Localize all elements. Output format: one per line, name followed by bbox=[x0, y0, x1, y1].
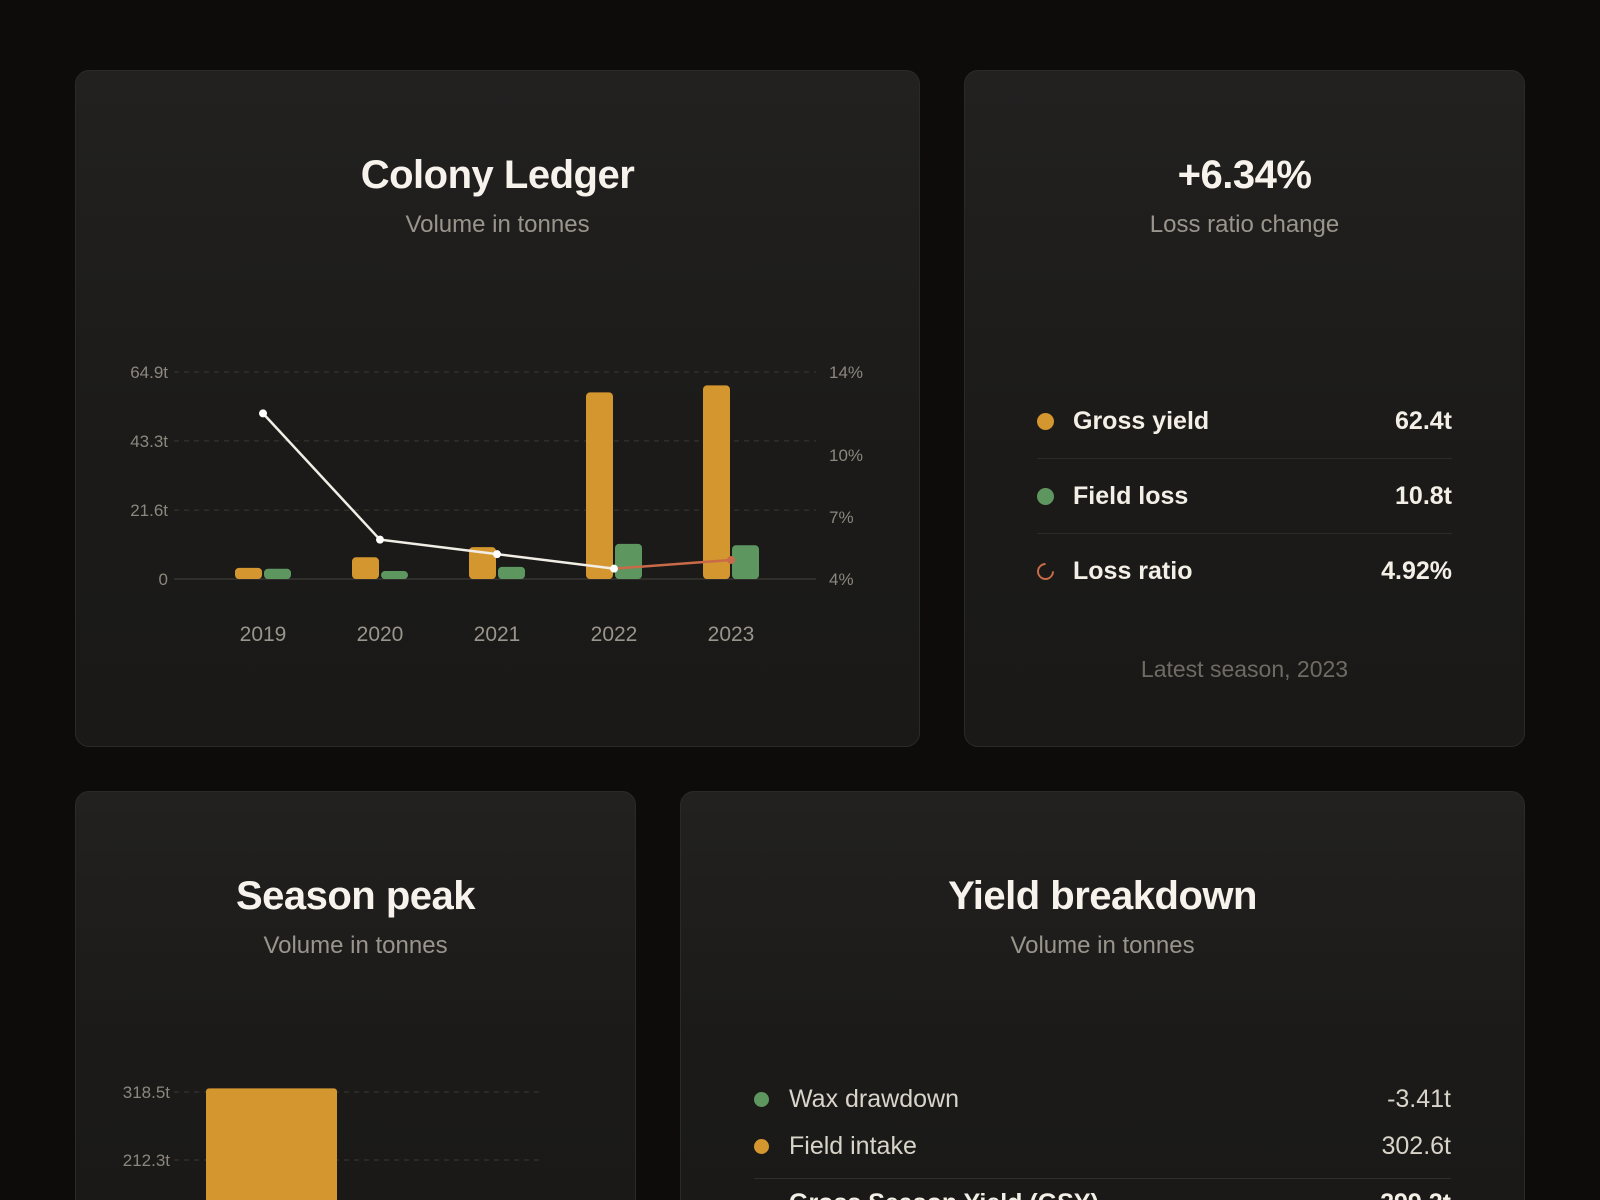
bar-field-loss bbox=[732, 545, 759, 579]
loss-ratio-point bbox=[493, 550, 501, 559]
bar-gross-yield bbox=[235, 567, 262, 579]
loss-ratio-latest-segment bbox=[613, 558, 732, 570]
right-tick-label: 4% bbox=[829, 570, 854, 589]
bar-gross-yield bbox=[352, 557, 379, 579]
bar-season-peak bbox=[206, 1088, 337, 1200]
left-tick-label: 43.3t bbox=[130, 432, 168, 451]
season-peak-card: Season peak Volume in tonnes 212.3t 318.5… bbox=[75, 791, 636, 1200]
left-tick-label: 21.6t bbox=[130, 501, 168, 520]
legend-value: 62.4t bbox=[1395, 406, 1452, 435]
bar-field-loss bbox=[615, 543, 642, 579]
left-tick-label: 0 bbox=[159, 570, 168, 589]
legend-value: 10.8t bbox=[1395, 481, 1452, 510]
yield-breakdown-card: Yield breakdown Volume in tonnes Wax dra… bbox=[680, 791, 1525, 1200]
loss-ratio-point bbox=[376, 535, 384, 544]
right-tick-label: 14% bbox=[829, 363, 863, 382]
ratio-subtitle: Loss ratio change bbox=[1149, 211, 1340, 238]
x-tick-label: 2021 bbox=[474, 623, 521, 646]
breakdown-title: Yield breakdown bbox=[948, 874, 1257, 918]
breakdown-value: 299.2t bbox=[1380, 1189, 1451, 1200]
loss-ratio-card: +6.34% Loss ratio change Gross yield 62.… bbox=[964, 70, 1525, 747]
gold-dot-icon bbox=[754, 1139, 769, 1154]
peak-subtitle: Volume in tonnes bbox=[263, 932, 448, 959]
bar-gross-yield bbox=[469, 547, 496, 579]
loss-ratio-line bbox=[262, 412, 615, 570]
peak-title: Season peak bbox=[235, 874, 476, 918]
loss-ratio-point bbox=[259, 409, 267, 418]
x-tick-label: 2020 bbox=[357, 623, 404, 646]
breakdown-label: Wax drawdown bbox=[789, 1085, 959, 1113]
bar-gross-yield bbox=[586, 392, 613, 579]
ledger-title: Colony Ledger bbox=[360, 153, 635, 197]
breakdown-value: 302.6t bbox=[1381, 1132, 1451, 1160]
ratio-footnote: Latest season, 2023 bbox=[1140, 656, 1349, 682]
green-dot-icon bbox=[1037, 487, 1054, 505]
ratio-headline: +6.34% bbox=[1177, 153, 1312, 197]
breakdown-value: -3.41t bbox=[1387, 1085, 1451, 1113]
breakdown-divider bbox=[754, 1178, 1451, 1179]
ledger-subtitle: Volume in tonnes bbox=[405, 211, 590, 238]
breakdown-label: Field intake bbox=[789, 1132, 917, 1160]
legend-label: Gross yield bbox=[1073, 406, 1210, 435]
colony-ledger-chart: 0 21.6t 43.3t 64.9t 4% 7% 10% 14% 2019 2020 2021 20… bbox=[130, 363, 863, 646]
legend-label: Loss ratio bbox=[1073, 557, 1193, 585]
bar-field-loss bbox=[381, 571, 408, 579]
breakdown-row-total: Gross Season Yield (GSY) 299.2t bbox=[754, 1180, 1451, 1200]
right-tick-label: 10% bbox=[829, 446, 863, 465]
colony-ledger-card: Colony Ledger Volume in tonnes 0 21.6t 43.… bbox=[75, 70, 920, 747]
legend-row-loss-ratio: Loss ratio 4.92% bbox=[1033, 534, 1452, 609]
season-peak-chart: 212.3t 318.5t bbox=[123, 1083, 542, 1200]
x-tick-label: 2019 bbox=[240, 623, 287, 646]
orange-ring-icon bbox=[1033, 559, 1058, 584]
legend-value: 4.92% bbox=[1381, 557, 1452, 585]
bar-gross-yield bbox=[703, 385, 730, 579]
green-dot-icon bbox=[754, 1092, 769, 1107]
loss-ratio-point bbox=[727, 555, 735, 564]
loss-ratio-point bbox=[610, 564, 618, 573]
bar-field-loss bbox=[498, 566, 525, 579]
breakdown-label: Gross Season Yield (GSY) bbox=[754, 1189, 1380, 1200]
bar-field-loss bbox=[264, 568, 291, 579]
breakdown-subtitle: Volume in tonnes bbox=[1010, 932, 1195, 959]
legend-row-gross-yield: Gross yield 62.4t bbox=[1037, 384, 1452, 459]
breakdown-row-wax-drawdown: Wax drawdown -3.41t bbox=[754, 1076, 1451, 1123]
legend-row-field-loss: Field loss 10.8t bbox=[1037, 459, 1452, 534]
x-tick-label: 2023 bbox=[708, 623, 755, 646]
legend-label: Field loss bbox=[1073, 481, 1189, 510]
right-tick-label: 7% bbox=[829, 508, 854, 527]
gold-dot-icon bbox=[1037, 412, 1054, 430]
left-tick-label: 318.5t bbox=[123, 1083, 171, 1102]
breakdown-row-field-intake: Field intake 302.6t bbox=[754, 1123, 1451, 1170]
left-tick-label: 212.3t bbox=[123, 1151, 171, 1170]
x-tick-label: 2022 bbox=[591, 623, 638, 646]
left-tick-label: 64.9t bbox=[130, 363, 168, 382]
